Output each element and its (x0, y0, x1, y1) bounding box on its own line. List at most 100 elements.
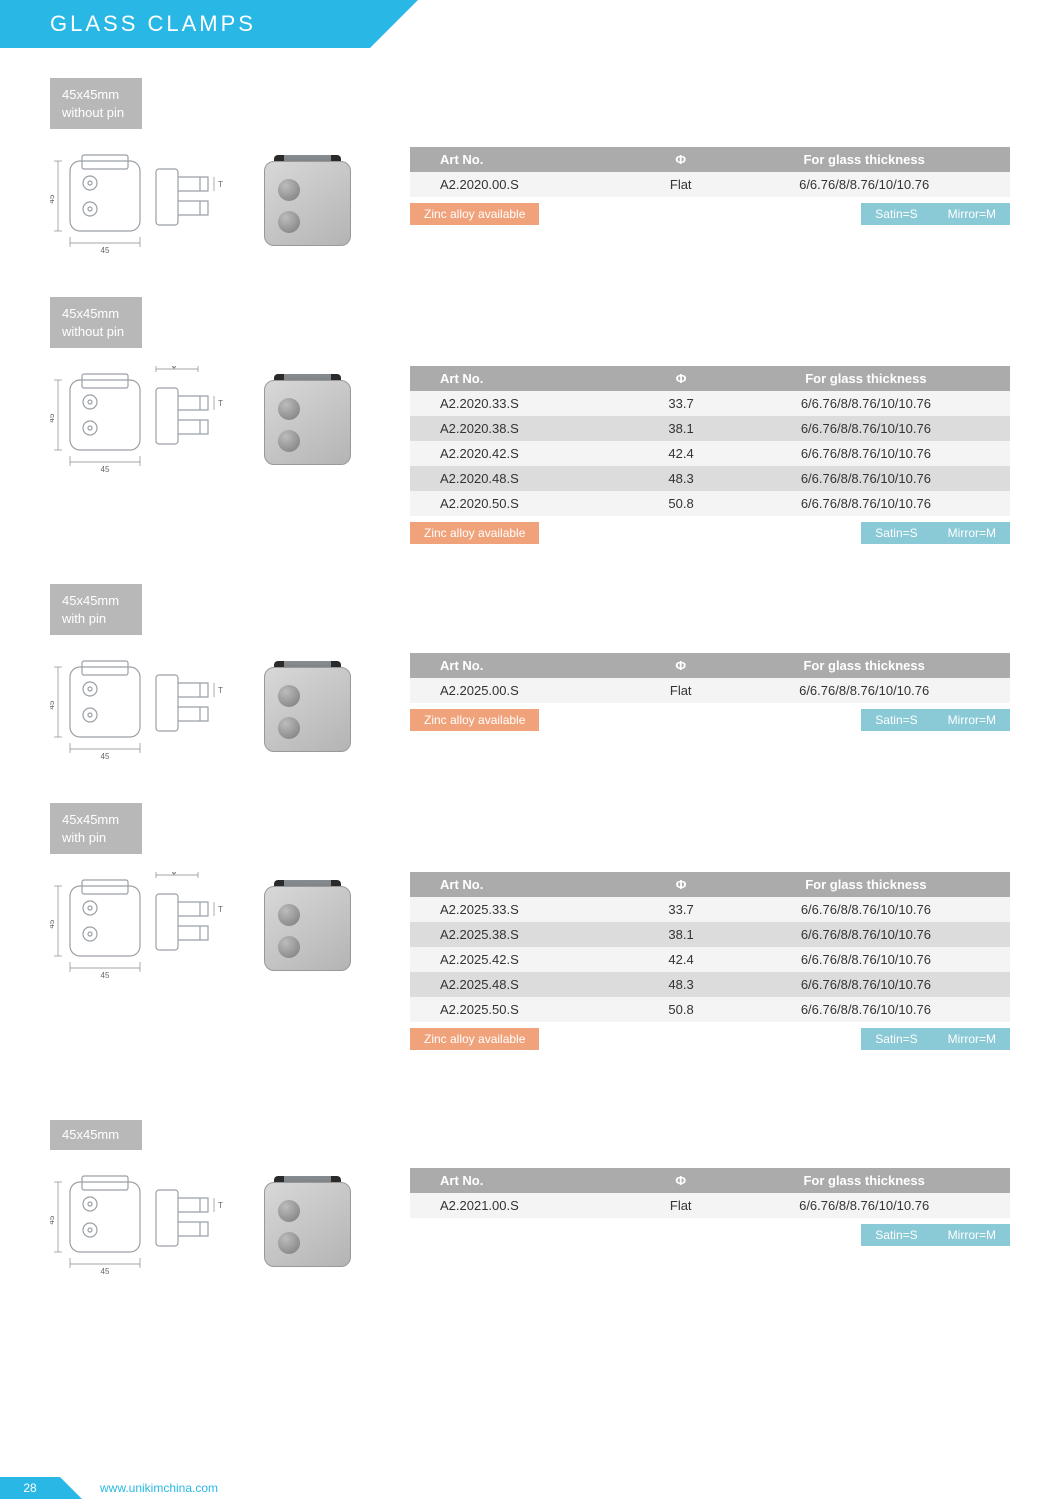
cell-thickness: 6/6.76/8/8.76/10/10.76 (722, 441, 1010, 466)
cell-phi: 48.3 (640, 972, 721, 997)
badge-row: Zinc alloy available Satin=S Mirror=M (410, 1028, 1010, 1050)
table-row: A2.2025.38.S 38.1 6/6.76/8/8.76/10/10.76 (410, 922, 1010, 947)
badge-row: Zinc alloy available Satin=S Mirror=M (410, 203, 1010, 225)
zinc-badge: Zinc alloy available (410, 709, 539, 731)
table-row: A2.2025.33.S 33.7 6/6.76/8/8.76/10/10.76 (410, 897, 1010, 922)
col-thickness: For glass thickness (722, 366, 1010, 391)
satin-label: Satin=S (875, 1032, 917, 1046)
cell-phi: Flat (643, 678, 718, 703)
cell-phi: 42.4 (640, 441, 721, 466)
svg-text:45: 45 (101, 971, 110, 980)
size-badge: 45x45mm (50, 1120, 142, 1150)
technical-drawing: 45 45 T (50, 147, 230, 257)
col-phi: Φ (640, 366, 721, 391)
cell-thickness: 6/6.76/8/8.76/10/10.76 (722, 922, 1010, 947)
table-row: A2.2020.50.S 50.8 6/6.76/8/8.76/10/10.76 (410, 491, 1010, 516)
cell-thickness: 6/6.76/8/8.76/10/10.76 (722, 391, 1010, 416)
product-section: 45x45mmwithout pin 45 45 (50, 297, 1010, 544)
table-column: Art No. Φ For glass thickness A2.2021.00… (410, 1168, 1010, 1246)
cell-phi: 38.1 (640, 922, 721, 947)
cell-artno: A2.2020.48.S (410, 466, 640, 491)
col-phi: Φ (640, 872, 721, 897)
table-column: Art No. Φ For glass thickness A2.2020.00… (410, 147, 1010, 225)
svg-text:ϕ: ϕ (172, 366, 177, 370)
table-row: A2.2020.42.S 42.4 6/6.76/8/8.76/10/10.76 (410, 441, 1010, 466)
cell-thickness: 6/6.76/8/8.76/10/10.76 (722, 897, 1010, 922)
cell-phi: 50.8 (640, 491, 721, 516)
col-phi: Φ (643, 1168, 718, 1193)
zinc-badge: Zinc alloy available (410, 522, 539, 544)
photo-column (260, 872, 380, 975)
zinc-badge: Zinc alloy available (410, 1028, 539, 1050)
product-photo (260, 661, 355, 756)
cell-phi: 33.7 (640, 391, 721, 416)
svg-text:45: 45 (50, 194, 56, 203)
col-artno: Art No. (410, 872, 640, 897)
col-artno: Art No. (410, 1168, 643, 1193)
cell-thickness: 6/6.76/8/8.76/10/10.76 (722, 947, 1010, 972)
table-column: Art No. Φ For glass thickness A2.2025.33… (410, 872, 1010, 1050)
product-photo (260, 880, 355, 975)
col-artno: Art No. (410, 366, 640, 391)
satin-label: Satin=S (875, 526, 917, 540)
cell-artno: A2.2021.00.S (410, 1193, 643, 1218)
cell-artno: A2.2020.00.S (410, 172, 643, 197)
mirror-label: Mirror=M (948, 207, 996, 221)
technical-drawing: 45 45 T ϕ (50, 872, 230, 982)
mirror-label: Mirror=M (948, 526, 996, 540)
finish-badge: Satin=S Mirror=M (861, 1028, 1010, 1050)
product-photo (260, 374, 355, 469)
cell-thickness: 6/6.76/8/8.76/10/10.76 (718, 678, 1010, 703)
svg-text:45: 45 (50, 700, 56, 709)
col-thickness: For glass thickness (722, 872, 1010, 897)
table-row: A2.2020.38.S 38.1 6/6.76/8/8.76/10/10.76 (410, 416, 1010, 441)
table-row: A2.2025.50.S 50.8 6/6.76/8/8.76/10/10.76 (410, 997, 1010, 1022)
col-phi: Φ (643, 653, 718, 678)
table-column: Art No. Φ For glass thickness A2.2025.00… (410, 653, 1010, 731)
finish-badge: Satin=S Mirror=M (861, 709, 1010, 731)
col-thickness: For glass thickness (718, 147, 1010, 172)
table-row: A2.2025.00.S Flat 6/6.76/8/8.76/10/10.76 (410, 678, 1010, 703)
table-column: Art No. Φ For glass thickness A2.2020.33… (410, 366, 1010, 544)
cell-thickness: 6/6.76/8/8.76/10/10.76 (722, 466, 1010, 491)
satin-label: Satin=S (875, 1228, 917, 1242)
size-badge: 45x45mmwithout pin (50, 78, 142, 129)
spec-table: Art No. Φ For glass thickness A2.2020.00… (410, 147, 1010, 197)
col-thickness: For glass thickness (718, 653, 1010, 678)
product-photo (260, 155, 355, 250)
cell-phi: 48.3 (640, 466, 721, 491)
satin-label: Satin=S (875, 713, 917, 727)
svg-text:45: 45 (101, 1267, 110, 1276)
cell-phi: Flat (643, 172, 718, 197)
svg-text:45: 45 (101, 752, 110, 761)
product-section: 45x45mmwithout pin 45 45 (50, 78, 1010, 257)
cell-phi: Flat (643, 1193, 718, 1218)
cell-artno: A2.2025.48.S (410, 972, 640, 997)
page-title: GLASS CLAMPS (50, 11, 256, 37)
size-badge: 45x45mmwith pin (50, 584, 142, 635)
spec-table: Art No. Φ For glass thickness A2.2021.00… (410, 1168, 1010, 1218)
svg-text:45: 45 (50, 919, 56, 928)
page-footer: 28 www.unikimchina.com (0, 1473, 1060, 1499)
cell-phi: 42.4 (640, 947, 721, 972)
cell-artno: A2.2025.50.S (410, 997, 640, 1022)
cell-thickness: 6/6.76/8/8.76/10/10.76 (722, 997, 1010, 1022)
spec-table: Art No. Φ For glass thickness A2.2025.00… (410, 653, 1010, 703)
cell-phi: 33.7 (640, 897, 721, 922)
svg-text:T: T (218, 686, 223, 695)
cell-thickness: 6/6.76/8/8.76/10/10.76 (718, 1193, 1010, 1218)
svg-text:45: 45 (50, 413, 56, 422)
cell-thickness: 6/6.76/8/8.76/10/10.76 (722, 972, 1010, 997)
table-row: A2.2021.00.S Flat 6/6.76/8/8.76/10/10.76 (410, 1193, 1010, 1218)
table-row: A2.2025.48.S 48.3 6/6.76/8/8.76/10/10.76 (410, 972, 1010, 997)
cell-artno: A2.2025.42.S (410, 947, 640, 972)
technical-drawing: 45 45 T (50, 1168, 230, 1278)
technical-drawing: 45 45 T (50, 653, 230, 763)
page-number: 28 (0, 1477, 60, 1499)
svg-text:T: T (218, 180, 223, 189)
table-row: A2.2020.48.S 48.3 6/6.76/8/8.76/10/10.76 (410, 466, 1010, 491)
photo-column (260, 653, 380, 756)
cell-artno: A2.2020.38.S (410, 416, 640, 441)
technical-drawing: 45 45 T ϕ (50, 366, 230, 476)
table-row: A2.2020.33.S 33.7 6/6.76/8/8.76/10/10.76 (410, 391, 1010, 416)
